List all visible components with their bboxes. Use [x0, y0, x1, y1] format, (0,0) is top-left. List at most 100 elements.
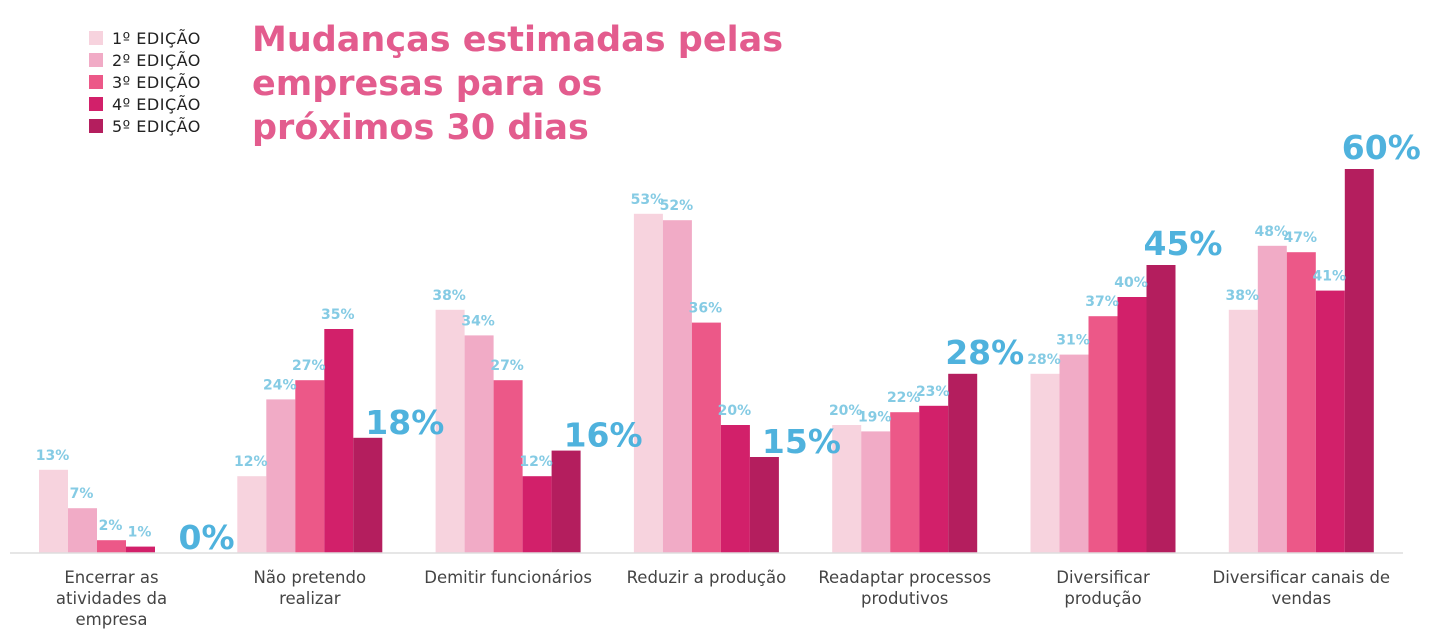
bar — [1315, 290, 1345, 553]
data-label: 37% — [1085, 294, 1119, 310]
data-labels: 13% 7% 2% 1% 0% 12% 24% 27% 35% 18% 38% 34% 27% 12% 16… — [36, 128, 1421, 557]
legend-label: 4º EDIÇÃO — [112, 95, 201, 114]
bar — [237, 476, 267, 553]
data-label: 13% — [36, 448, 70, 464]
bar — [720, 425, 750, 553]
bar — [126, 546, 155, 553]
category-labels: Encerrar as atividades da empresa Não prete… — [56, 568, 1390, 629]
bar — [890, 412, 920, 553]
data-label: 34% — [461, 313, 495, 329]
category-label: Demitir funcionários — [424, 568, 592, 587]
data-label: 22% — [887, 390, 921, 406]
data-label: 38% — [1226, 288, 1260, 304]
bar — [68, 508, 97, 553]
data-label: 7% — [70, 486, 94, 502]
legend-swatch — [89, 119, 103, 133]
legend-label: 1º EDIÇÃO — [112, 29, 201, 48]
chart-title-line: empresas para os — [252, 64, 602, 104]
category-label: produtivos — [861, 589, 948, 608]
category-label: Não pretendo — [254, 568, 367, 587]
data-label: 27% — [292, 358, 326, 374]
data-label: 28% — [1027, 352, 1061, 368]
data-label-large: 16% — [564, 416, 643, 455]
category-label: produção — [1064, 589, 1141, 608]
bar — [633, 213, 663, 554]
bars — [39, 169, 1374, 554]
data-label: 31% — [1056, 333, 1090, 349]
bar — [1088, 316, 1118, 553]
data-label: 24% — [263, 377, 297, 393]
bar — [324, 329, 354, 553]
chart-title-line: próximos 30 dias — [252, 108, 589, 148]
data-label: 23% — [916, 384, 950, 400]
bar — [97, 540, 126, 553]
category-label: realizar — [279, 589, 341, 608]
bar — [295, 380, 325, 553]
data-label: 48% — [1255, 224, 1289, 240]
category-label: Reduzir a produção — [627, 568, 787, 587]
category-label: empresa — [76, 610, 148, 629]
bar — [948, 373, 978, 553]
legend-label: 2º EDIÇÃO — [112, 51, 201, 70]
bar — [832, 425, 862, 553]
legend: 1º EDIÇÃO 2º EDIÇÃO 3º EDIÇÃO 4º EDIÇÃO 5º E… — [89, 29, 201, 136]
bar — [1286, 252, 1316, 553]
bar — [1059, 354, 1089, 553]
bar — [551, 450, 581, 553]
data-label: 40% — [1114, 275, 1148, 291]
bar — [353, 437, 383, 553]
data-label-large: 18% — [365, 403, 444, 442]
bar — [493, 380, 523, 553]
category-label: Readaptar processos — [818, 568, 991, 587]
data-label: 2% — [99, 518, 123, 534]
bar — [1146, 265, 1176, 553]
legend-label: 5º EDIÇÃO — [112, 117, 201, 136]
chart-title-line: Mudanças estimadas pelas — [252, 20, 783, 60]
legend-swatch — [89, 53, 103, 67]
bar — [1257, 245, 1287, 554]
category-label: Diversificar canais de — [1213, 568, 1391, 587]
data-label: 12% — [519, 454, 553, 470]
bar — [1228, 309, 1258, 553]
data-label-large: 15% — [762, 422, 841, 461]
legend-swatch — [89, 75, 103, 89]
data-label-large: 60% — [1342, 128, 1421, 167]
data-label: 20% — [718, 403, 752, 419]
data-label-large: 0% — [178, 518, 234, 557]
category-label: Diversificar — [1056, 568, 1150, 587]
bar — [919, 405, 949, 553]
bar — [861, 431, 891, 553]
bar — [522, 476, 552, 553]
legend-swatch — [89, 31, 103, 45]
bar — [464, 335, 494, 553]
data-label: 36% — [689, 301, 723, 317]
data-label-large: 28% — [945, 333, 1024, 372]
data-label: 12% — [234, 454, 268, 470]
bar — [1344, 169, 1374, 553]
data-label: 41% — [1313, 269, 1347, 285]
legend-swatch — [89, 97, 103, 111]
data-label: 35% — [321, 307, 355, 323]
data-label-large: 45% — [1144, 224, 1223, 263]
data-label: 52% — [660, 198, 694, 214]
data-label: 19% — [858, 409, 892, 425]
data-label: 47% — [1284, 230, 1318, 246]
bar — [662, 220, 692, 553]
bar — [1030, 373, 1060, 553]
bar — [1117, 297, 1147, 553]
bar — [749, 457, 779, 553]
data-label: 53% — [631, 192, 665, 208]
bar — [691, 322, 721, 553]
data-label: 38% — [432, 288, 466, 304]
bar — [435, 309, 465, 553]
bar — [266, 399, 296, 553]
data-label: 1% — [128, 525, 152, 541]
category-label: vendas — [1272, 589, 1332, 608]
category-label: atividades da — [56, 589, 167, 608]
data-label: 20% — [829, 403, 863, 419]
legend-label: 3º EDIÇÃO — [112, 73, 201, 92]
category-label: Encerrar as — [64, 568, 158, 587]
bar — [39, 469, 68, 553]
